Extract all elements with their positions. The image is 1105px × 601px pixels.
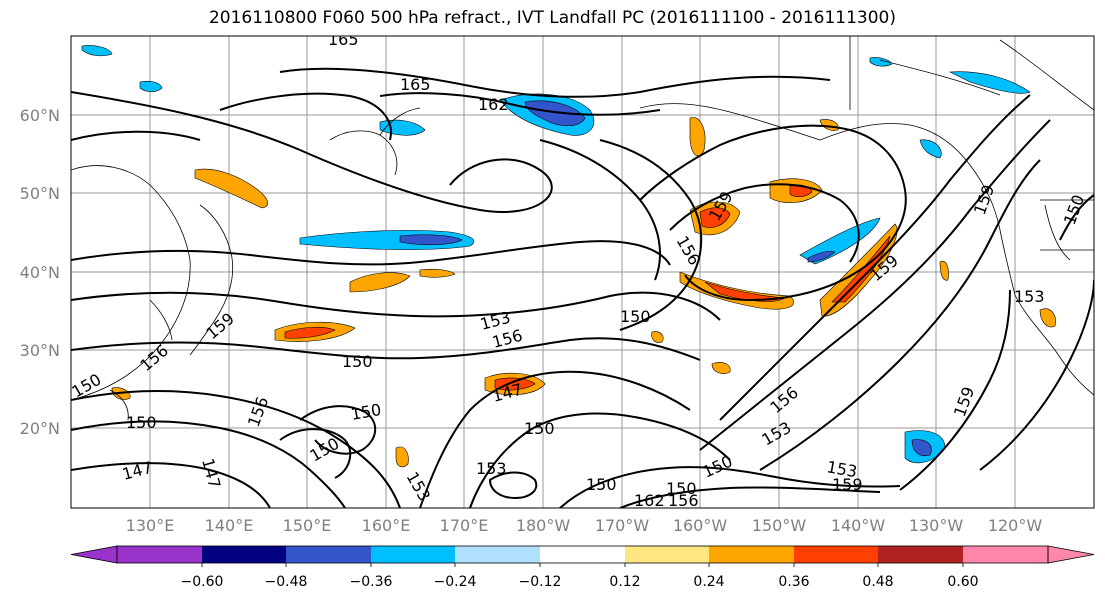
negative-region-gulf-alaska-core — [524, 100, 586, 127]
lat-tick-label: 20°N — [20, 419, 60, 438]
contour-label: 150 — [342, 352, 373, 371]
lon-tick-label: 120°W — [988, 516, 1043, 535]
contour-label: 150 — [666, 479, 697, 498]
lon-tick-label: 170°E — [440, 516, 489, 535]
lon-tick-label: 130°W — [909, 516, 964, 535]
colorbar-cell — [794, 546, 878, 563]
lat-tick-label: 50°N — [20, 184, 60, 203]
colorbar: −0.60 −0.48 −0.36 −0.24 −0.12 0.12 0.24 … — [70, 545, 1095, 590]
shaded-regions — [81, 45, 1056, 468]
negative-region-south-east-core — [911, 439, 932, 457]
colorbar-extend-low — [70, 545, 118, 564]
negative-region-alaska-panhandle — [919, 139, 942, 159]
colorbar-cell — [117, 546, 202, 563]
negative-region-northeast — [948, 71, 1031, 94]
colorbar-cell — [540, 546, 625, 563]
positive-region-band-east-core — [831, 235, 891, 303]
contour-label: 153 — [1014, 287, 1045, 306]
chart-title: 2016110800 F060 500 hPa refract., IVT La… — [208, 8, 896, 28]
contour-label: 156 — [668, 491, 699, 510]
positive-region-south-small — [395, 446, 409, 468]
lon-tick-label: 160°E — [362, 516, 411, 535]
colorbar-cell — [625, 546, 709, 563]
contour-label: 162 — [478, 95, 509, 114]
colorbar-extend-high — [1047, 545, 1095, 564]
colorbar-tick-label: 0.36 — [778, 574, 809, 590]
contour-label: 150 — [586, 475, 617, 494]
contour-lines — [71, 67, 1094, 508]
lat-tick-label: 40°N — [20, 263, 60, 282]
colorbar-cell — [455, 546, 540, 563]
contour-label: 159 — [832, 475, 863, 494]
map-content: 165 165 162 159 156 159 150 150 153 156 … — [71, 30, 1094, 510]
lat-tick-label: 30°N — [20, 341, 60, 360]
positive-region-subtropical-core — [494, 377, 536, 391]
contour-label: 150 — [524, 419, 555, 438]
negative-region-ak-coast — [869, 57, 893, 67]
contour-label: 162 — [634, 491, 665, 510]
contour-label: 165 — [328, 30, 359, 49]
colorbar-tick-label: −0.60 — [181, 574, 224, 590]
colorbar-tick-label: 0.60 — [947, 574, 978, 590]
contour-label: 150 — [620, 307, 651, 326]
colorbar-cell — [878, 546, 963, 563]
contour-label: 165 — [400, 75, 431, 94]
colorbar-tick-label: 0.48 — [862, 574, 893, 590]
lon-tick-label: 170°W — [595, 516, 650, 535]
lon-tick-label: 140°E — [205, 516, 254, 535]
colorbar-tick-label: 0.12 — [609, 574, 640, 590]
negative-region-nw — [139, 80, 163, 93]
lon-tick-label: 140°W — [831, 516, 886, 535]
positive-region-west-pacific-core — [284, 326, 336, 339]
positive-region-east-small — [939, 260, 949, 281]
lon-tick-label: 150°E — [283, 516, 332, 535]
negative-region-east — [799, 217, 881, 265]
positive-region-lower-mid — [711, 362, 731, 374]
lon-tick-label: 160°W — [673, 516, 728, 535]
negative-region-east-core — [807, 250, 836, 263]
colorbar-tick-label: −0.48 — [265, 574, 308, 590]
colorbar-cell — [286, 546, 371, 563]
map-frame — [70, 35, 1095, 509]
latitude-labels: 60°N 50°N 40°N 30°N 20°N — [20, 106, 60, 438]
colorbar-cell — [371, 546, 455, 563]
positive-region-japan-sea — [194, 168, 269, 209]
positive-region-mid-small — [419, 268, 456, 278]
colorbar-tick-label: 0.24 — [693, 574, 724, 590]
lon-tick-label: 180°W — [516, 516, 571, 535]
positive-region-aleutian-core — [699, 207, 731, 228]
lat-tick-label: 60°N — [20, 106, 60, 125]
colorbar-tick-label: −0.36 — [350, 574, 393, 590]
positive-region-east-coast — [1039, 308, 1056, 328]
lon-tick-label: 150°W — [752, 516, 807, 535]
colorbar-tick-label: −0.12 — [519, 574, 562, 590]
positive-region-north-central — [689, 117, 706, 157]
colorbar-cell — [963, 546, 1048, 563]
contour-label: 150 — [126, 413, 157, 432]
longitude-labels: 130°E 140°E 150°E 160°E 170°E 180°W 170°… — [126, 516, 1043, 535]
contour-label: 153 — [476, 459, 507, 478]
coastlines — [71, 36, 1094, 421]
positive-region-central-small — [651, 331, 664, 343]
negative-region-jet-west-core — [399, 234, 463, 246]
colorbar-cell — [709, 546, 794, 563]
positive-region-mid — [349, 272, 411, 293]
colorbar-tick-label: −0.24 — [434, 574, 477, 590]
negative-region-top-left — [81, 45, 113, 57]
colorbar-cell — [202, 546, 286, 563]
colorbar-outline — [116, 545, 1049, 564]
lon-tick-label: 130°E — [126, 516, 175, 535]
